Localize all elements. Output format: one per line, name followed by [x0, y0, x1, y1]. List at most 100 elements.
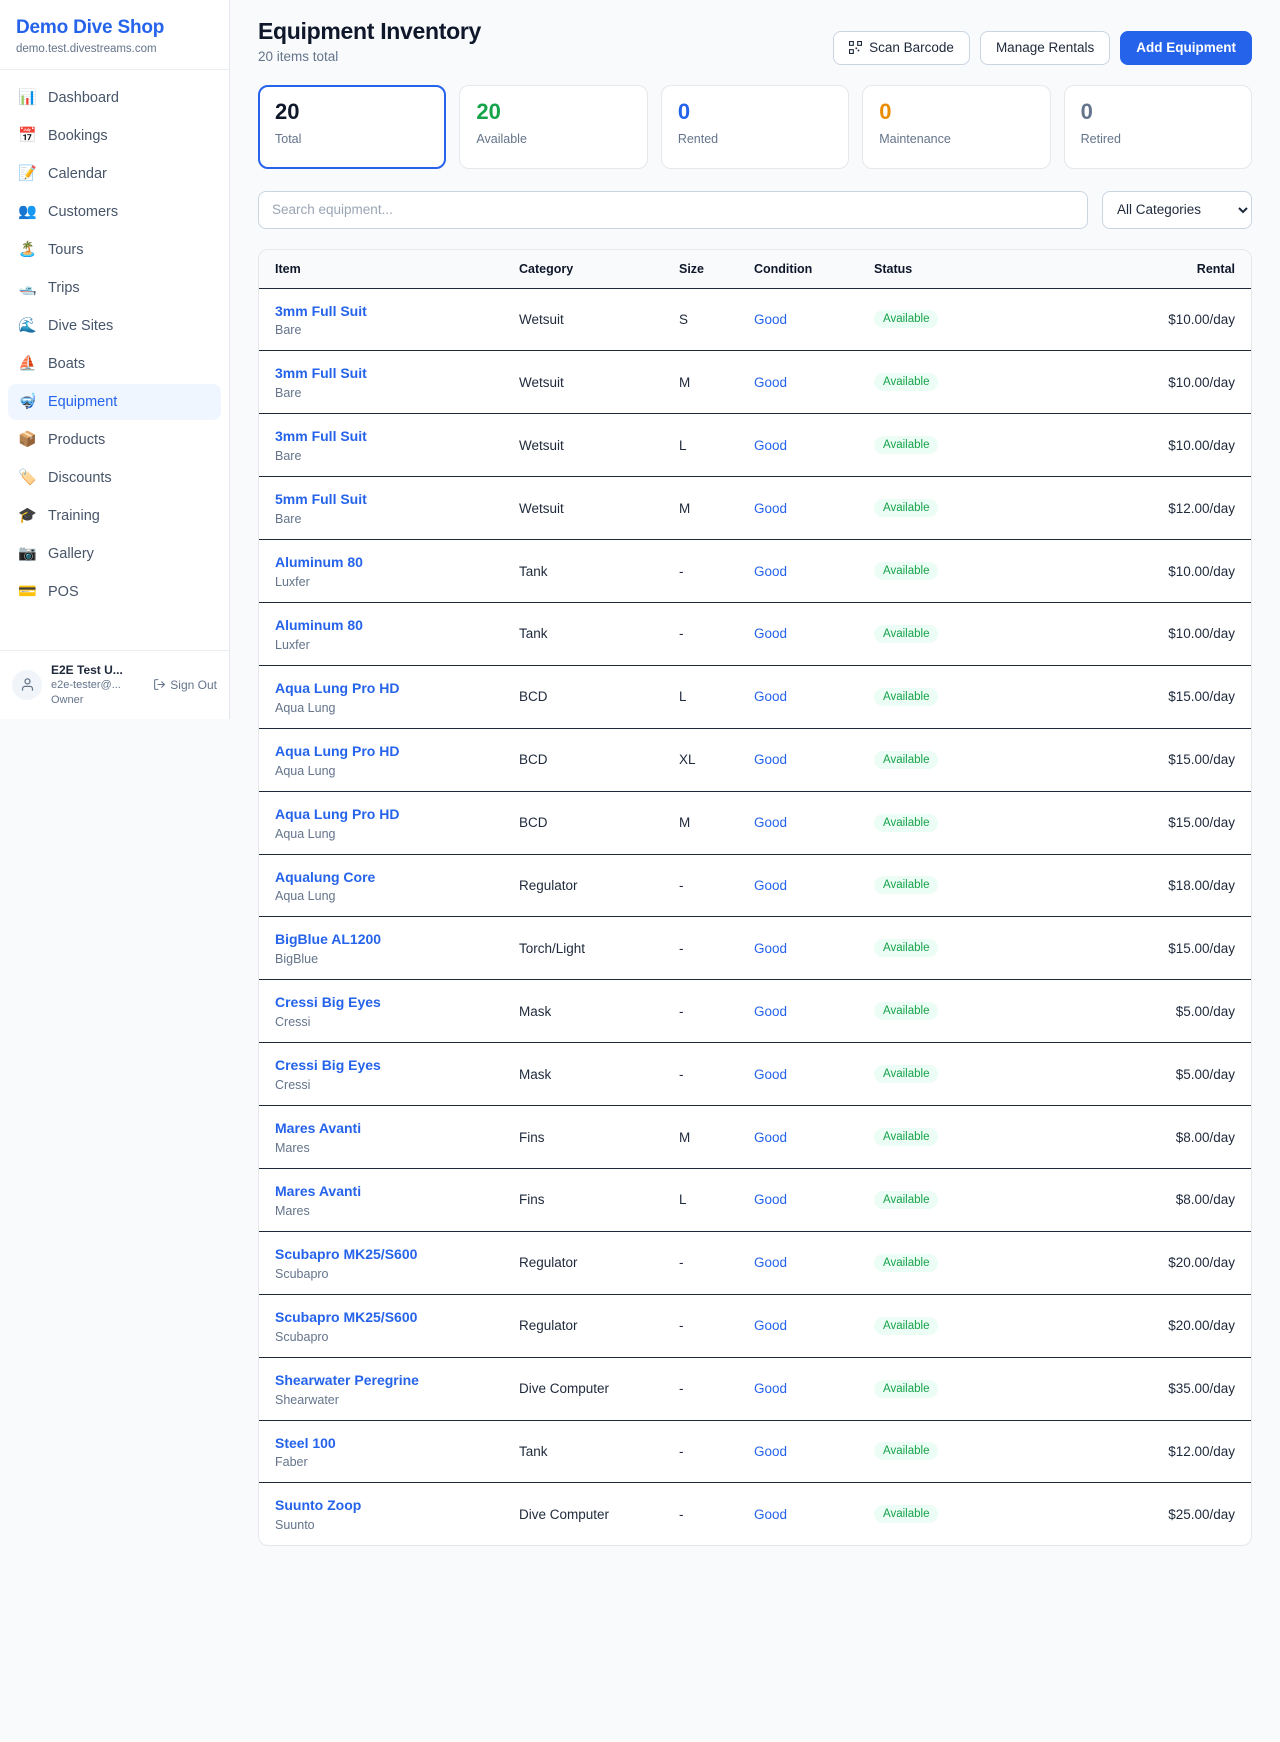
item-link[interactable]: BigBlue AL1200: [275, 931, 382, 948]
sidebar-item-tours[interactable]: 🏝️ Tours: [8, 232, 221, 268]
cell-status: Available: [864, 1231, 1039, 1295]
item-link[interactable]: Mares Avanti: [275, 1182, 362, 1199]
stat-card-maintenance[interactable]: 0 Maintenance: [862, 84, 1051, 169]
table-row[interactable]: Steel 100 Faber Tank - Good Available $12.00/d…: [259, 1420, 1251, 1484]
condition-link[interactable]: Good: [754, 877, 788, 893]
table-row[interactable]: 3mm Full Suit Bare Wetsuit L Good Available $1…: [259, 413, 1251, 478]
cell-category: Dive Computer: [519, 1506, 610, 1522]
brand-block[interactable]: Demo Dive Shop demo.test.divestreams.com: [0, 0, 229, 70]
add-equipment-button[interactable]: Add Equipment: [1120, 31, 1252, 65]
table-row[interactable]: BigBlue AL1200 BigBlue Torch/Light - Good Ava…: [259, 916, 1251, 981]
item-link[interactable]: 3mm Full Suit: [275, 428, 367, 445]
table-row[interactable]: Shearwater Peregrine Shearwater Dive Compu…: [259, 1357, 1251, 1421]
item-link[interactable]: 3mm Full Suit: [275, 365, 367, 382]
condition-link[interactable]: Good: [754, 1255, 788, 1271]
item-link[interactable]: Scubapro MK25/S600: [275, 1308, 418, 1325]
table-row[interactable]: 3mm Full Suit Bare Wetsuit S Good Available $1…: [259, 288, 1251, 352]
sidebar-item-trips[interactable]: 🛥️ Trips: [8, 270, 221, 306]
table-row[interactable]: Scubapro MK25/S600 Scubapro Regulator - Good…: [259, 1231, 1251, 1295]
sidebar-item-products[interactable]: 📦 Products: [8, 422, 221, 458]
condition-link[interactable]: Good: [754, 311, 788, 327]
table-row[interactable]: Aqua Lung Pro HD Aqua Lung BCD XL Good Availa…: [259, 728, 1251, 792]
item-link[interactable]: 3mm Full Suit: [275, 302, 367, 319]
item-link[interactable]: Cressi Big Eyes: [275, 994, 381, 1011]
sidebar-item-bookings[interactable]: 📅 Bookings: [8, 118, 221, 154]
condition-link[interactable]: Good: [754, 374, 788, 390]
app-root: Demo Dive Shop demo.test.divestreams.com…: [0, 0, 1253, 1547]
sign-out-button[interactable]: Sign Out: [153, 678, 217, 692]
manage-rentals-button[interactable]: Manage Rentals: [979, 31, 1111, 65]
item-link[interactable]: Aqua Lung Pro HD: [275, 805, 400, 822]
cell-condition: Good: [744, 728, 864, 792]
condition-link[interactable]: Good: [754, 1381, 788, 1397]
item-link[interactable]: Mares Avanti: [275, 1120, 362, 1137]
table-row[interactable]: Aqua Lung Pro HD Aqua Lung BCD L Good Availab…: [259, 665, 1251, 729]
item-link[interactable]: Scubapro MK25/S600: [275, 1245, 418, 1262]
sidebar-item-label: Boats: [48, 355, 86, 372]
condition-link[interactable]: Good: [754, 940, 788, 956]
category-select[interactable]: All Categories: [1102, 190, 1252, 229]
cell-condition: Good: [744, 539, 864, 603]
table-row[interactable]: Cressi Big Eyes Cressi Mask - Good Available $…: [259, 1042, 1251, 1107]
sidebar-item-boats[interactable]: ⛵ Boats: [8, 346, 221, 382]
stat-label: Total: [275, 131, 302, 146]
cell-rental: $5.00/day: [1039, 979, 1251, 1044]
search-input[interactable]: [258, 190, 1088, 229]
table-row[interactable]: 5mm Full Suit Bare Wetsuit M Good Available $1…: [259, 476, 1251, 541]
condition-link[interactable]: Good: [754, 689, 788, 705]
condition-link[interactable]: Good: [754, 815, 788, 831]
table-row[interactable]: Mares Avanti Mares Fins L Good Available $8.00…: [259, 1168, 1251, 1232]
item-link[interactable]: Aluminum 80: [275, 554, 363, 571]
table-row[interactable]: Scubapro MK25/S600 Scubapro Regulator - Good…: [259, 1294, 1251, 1358]
cell-status: Available: [864, 854, 1039, 918]
condition-link[interactable]: Good: [754, 437, 788, 453]
condition-link[interactable]: Good: [754, 563, 788, 579]
cell-item: Scubapro MK25/S600 Scubapro: [259, 1294, 509, 1358]
item-link[interactable]: Aqua Lung Pro HD: [275, 742, 400, 759]
table-row[interactable]: Mares Avanti Mares Fins M Good Available $8.00…: [259, 1105, 1251, 1169]
cell-condition: Good: [744, 350, 864, 415]
table-row[interactable]: 3mm Full Suit Bare Wetsuit M Good Available $1…: [259, 350, 1251, 415]
condition-link[interactable]: Good: [754, 1443, 788, 1459]
status-badge: Available: [874, 436, 939, 455]
table-row[interactable]: Aluminum 80 Luxfer Tank - Good Available $10.0…: [259, 602, 1251, 666]
sidebar-item-gallery[interactable]: 📷 Gallery: [8, 536, 221, 572]
condition-link[interactable]: Good: [754, 1318, 788, 1334]
item-link[interactable]: Suunto Zoop: [275, 1497, 362, 1514]
item-link[interactable]: Aluminum 80: [275, 616, 363, 633]
sidebar-item-dive-sites[interactable]: 🌊 Dive Sites: [8, 308, 221, 344]
sidebar-item-dashboard[interactable]: 📊 Dashboard: [8, 80, 221, 116]
table-row[interactable]: Aluminum 80 Luxfer Tank - Good Available $10.0…: [259, 539, 1251, 603]
condition-link[interactable]: Good: [754, 626, 788, 642]
item-link[interactable]: Steel 100: [275, 1434, 336, 1451]
sidebar-item-discounts[interactable]: 🏷️ Discounts: [8, 460, 221, 496]
condition-link[interactable]: Good: [754, 1003, 788, 1019]
stat-card-total[interactable]: 20 Total: [258, 84, 447, 169]
item-link[interactable]: Aqualung Core: [275, 868, 376, 885]
sidebar-item-pos[interactable]: 💳 POS: [8, 574, 221, 610]
condition-link[interactable]: Good: [754, 1192, 788, 1208]
item-brand: Cressi: [275, 1078, 311, 1093]
item-link[interactable]: Aqua Lung Pro HD: [275, 679, 400, 696]
cell-condition: Good: [744, 854, 864, 918]
stat-card-retired[interactable]: 0 Retired: [1063, 84, 1253, 169]
condition-link[interactable]: Good: [754, 1506, 788, 1522]
item-link[interactable]: Cressi Big Eyes: [275, 1057, 381, 1074]
condition-link[interactable]: Good: [754, 1129, 788, 1145]
table-row[interactable]: Aqua Lung Pro HD Aqua Lung BCD M Good Availab…: [259, 791, 1251, 855]
sidebar-item-training[interactable]: 🎓 Training: [8, 498, 221, 534]
stat-card-available[interactable]: 20 Available: [459, 84, 648, 169]
sidebar-item-calendar[interactable]: 📝 Calendar: [8, 156, 221, 192]
item-link[interactable]: Shearwater Peregrine: [275, 1371, 419, 1388]
table-row[interactable]: Cressi Big Eyes Cressi Mask - Good Available $…: [259, 979, 1251, 1044]
scan-barcode-button[interactable]: Scan Barcode: [833, 31, 970, 65]
sidebar-item-customers[interactable]: 👥 Customers: [8, 194, 221, 230]
condition-link[interactable]: Good: [754, 1066, 788, 1082]
table-row[interactable]: Aqualung Core Aqua Lung Regulator - Good Avai…: [259, 854, 1251, 918]
table-row[interactable]: Suunto Zoop Suunto Dive Computer - Good Avail…: [259, 1483, 1251, 1545]
condition-link[interactable]: Good: [754, 752, 788, 768]
item-link[interactable]: 5mm Full Suit: [275, 491, 367, 508]
stat-card-rented[interactable]: 0 Rented: [660, 84, 850, 169]
sidebar-item-equipment[interactable]: 🤿 Equipment: [8, 383, 221, 420]
condition-link[interactable]: Good: [754, 500, 788, 516]
